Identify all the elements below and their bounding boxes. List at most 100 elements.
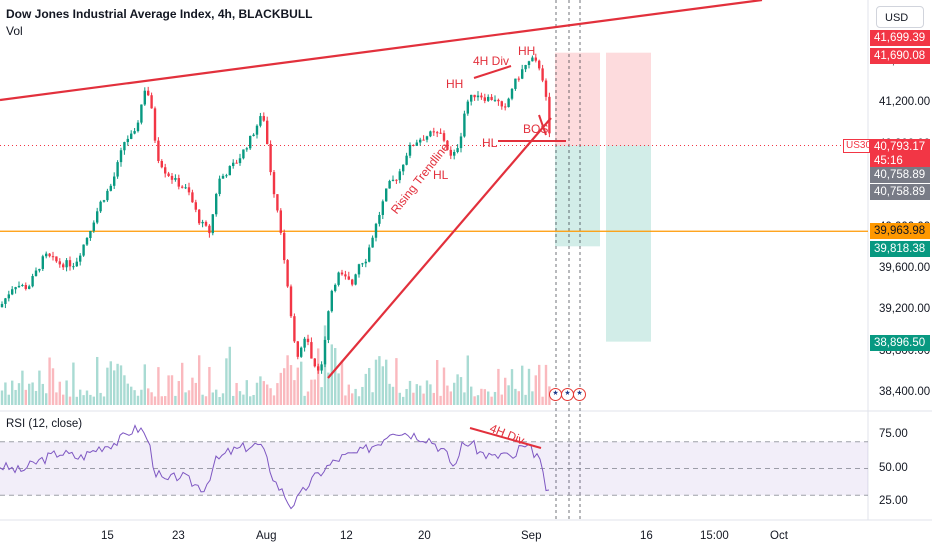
candle-body [456,148,459,152]
volume-bar [337,373,340,405]
volume-bar [351,393,354,405]
candle-body [191,192,194,203]
candle-body [181,186,184,188]
candle-body [317,366,320,371]
volume-bar [442,367,446,405]
time-axis-label: 23 [172,530,185,542]
candle-body [215,193,218,215]
divergence-line [473,65,512,79]
candle-body [4,298,7,304]
candle-body [327,311,330,340]
price-tag: 39,963.98 [870,223,930,239]
price-axis-label: 38,400.00 [879,386,931,398]
volume-bar [215,389,218,405]
volume-bar [198,355,201,405]
time-axis-label: Aug [256,530,277,542]
volume-bar [320,387,323,405]
candle-body [235,162,238,164]
candle-body [507,98,510,108]
price-tag: 40,793.17 [870,139,930,155]
position-zones [0,0,868,520]
volume-bar [75,396,78,405]
volume-bar [476,395,480,405]
price-axis-label: 41,200.00 [879,96,931,109]
volume-bar [446,385,449,405]
candle-body [374,223,378,238]
candle-body [361,263,364,265]
candle-body [490,96,493,100]
volume-bar [361,386,364,405]
volume-bar [177,381,180,405]
candle-body [157,140,160,161]
volume-bar [48,357,51,405]
volume-bar [374,359,378,405]
rsi-axis-label: 50.00 [879,461,908,474]
candle-body [388,180,391,189]
hl-label: HL [482,136,498,150]
event-flag-icon[interactable]: ★ [573,388,586,401]
bos-label: BOS [523,122,549,136]
volume-bar [106,367,109,405]
volume-bar [296,367,299,405]
volume-bar [340,360,344,405]
rsi-pane[interactable] [0,412,868,520]
volume-bar [422,393,425,405]
candle-body [252,134,255,136]
candle-body [89,230,92,239]
candle-body [300,347,303,357]
candle-body [429,131,432,137]
rsi-axis-label: 25.00 [879,495,908,507]
candle-body [306,338,310,343]
candle-body [398,171,401,181]
candle-body [412,144,415,146]
volume-bar [521,365,524,405]
volume-bar [82,395,85,405]
volume-bar [153,396,157,405]
volume-bar [303,395,306,405]
candle-body [116,162,119,177]
volume-bar [510,369,514,405]
candle-body [344,274,347,277]
candle-body [385,188,388,202]
volume-bar [218,396,221,405]
time-axis-label: 12 [340,530,353,542]
price-tag: 45:16 [870,153,930,169]
candle-body [521,69,524,79]
candle-body [58,261,61,265]
candle-body [395,179,398,181]
candle-body [143,90,146,105]
candle-body [170,175,174,180]
target-zone-2 [606,145,651,342]
volume-bar [109,361,112,405]
volume-bar [368,367,371,405]
candle-body [480,95,483,98]
candle-body [269,144,272,173]
hl-label: HL [433,168,449,182]
stop-zone-2 [606,52,651,146]
time-axis-label: 15 [101,530,114,542]
volume-bar [388,383,391,405]
volume-bar [524,394,527,405]
volume-bar [269,388,272,405]
volume-bar [140,389,143,405]
candle-body [102,200,106,202]
candle-body [459,136,463,149]
candle-body [337,272,340,285]
volume-bar [429,384,432,405]
volume-bar [255,382,259,405]
volume-bar [92,396,95,405]
candle-body [402,164,405,172]
volume-bar [514,388,517,405]
price-pane[interactable] [0,0,868,410]
candles [0,53,551,374]
candle-body [48,253,51,257]
candle-body [167,173,170,176]
volume-bar [38,370,41,405]
volume-bar [272,395,276,405]
stop-zone-1 [555,52,600,146]
volume-bar [286,355,289,405]
volume-bar [490,396,493,405]
time-axis-label: 16 [640,530,653,542]
currency-button[interactable]: USD [876,6,924,28]
